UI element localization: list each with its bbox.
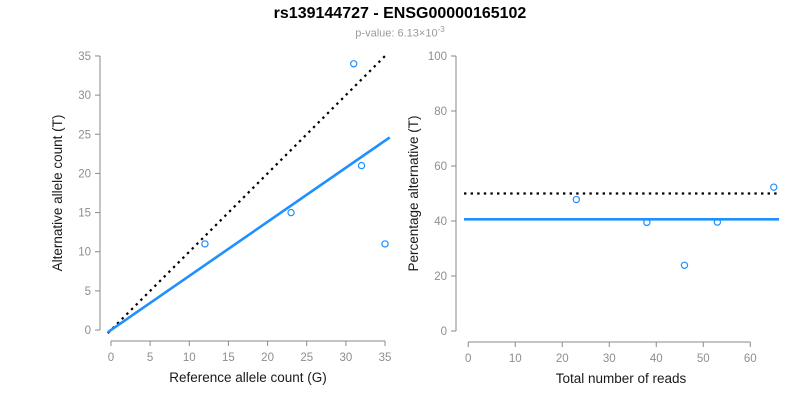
data-point	[770, 183, 778, 191]
panel-right: 0 10 20 30 40 50 60 0 20 40 60 80 100 Total number of…	[406, 51, 779, 386]
y-tick-label: 10	[78, 247, 91, 259]
y-tick-label: 30	[78, 90, 91, 102]
x-axis-title: Reference allele count (G)	[169, 370, 327, 385]
x-tick-label: 30	[603, 353, 616, 365]
x-tick-label: 10	[509, 353, 522, 365]
x-tick-label: 30	[339, 352, 352, 364]
x-tick-label: 40	[650, 353, 663, 365]
data-point	[357, 161, 366, 170]
x-tick-label: 15	[222, 352, 235, 364]
data-point	[680, 261, 689, 269]
y-tick-label: 20	[78, 168, 91, 180]
data-point	[287, 208, 295, 217]
data-point	[643, 218, 651, 227]
data-point	[350, 60, 358, 68]
y-tick-label: 25	[78, 129, 91, 141]
x-tick-label: 25	[300, 352, 313, 364]
x-tick-label: 0	[465, 353, 471, 365]
y-tick-label: 5	[85, 286, 91, 298]
data-point	[201, 240, 209, 248]
p-value-text: p-value: 6.13×10	[355, 27, 438, 40]
x-tick-label: 35	[379, 352, 392, 364]
y-tick-label: 80	[434, 106, 447, 118]
x-tick-label: 50	[697, 353, 710, 365]
y-tick-label: 100	[428, 51, 447, 63]
y-tick-label: 20	[434, 271, 447, 283]
panel-left: 0 5 10 15 20 25 30 35 0 5 10 15 20 25 30 35 Reference al…	[50, 51, 391, 385]
x-tick-label: 5	[147, 352, 153, 364]
y-tick-label: 35	[78, 51, 91, 63]
p-value-exponent: -3	[437, 25, 445, 34]
x-tick-label: 20	[261, 352, 274, 364]
y-tick-label: 60	[434, 161, 447, 173]
identity-line	[107, 53, 388, 334]
regression-line	[107, 136, 391, 334]
x-tick-label: 60	[744, 353, 757, 365]
x-tick-label: 10	[183, 352, 196, 364]
data-point	[713, 218, 722, 226]
plot-title: rs139144727 - ENSG00000165102	[273, 5, 527, 22]
y-tick-label: 0	[85, 325, 91, 337]
x-tick-label: 0	[108, 352, 114, 364]
plot-subtitle: p-value: 6.13×10-3	[0, 25, 800, 40]
y-tick-label: 40	[434, 216, 447, 228]
data-point	[381, 240, 389, 248]
y-axis-title: Alternative allele count (T)	[50, 115, 65, 272]
x-axis-title: Total number of reads	[556, 371, 687, 386]
y-tick-label: 0	[441, 326, 447, 338]
x-tick-label: 20	[556, 353, 569, 365]
y-tick-label: 15	[78, 208, 91, 220]
y-axis-title: Percentage alternative (T)	[406, 115, 421, 271]
data-point	[572, 195, 581, 204]
